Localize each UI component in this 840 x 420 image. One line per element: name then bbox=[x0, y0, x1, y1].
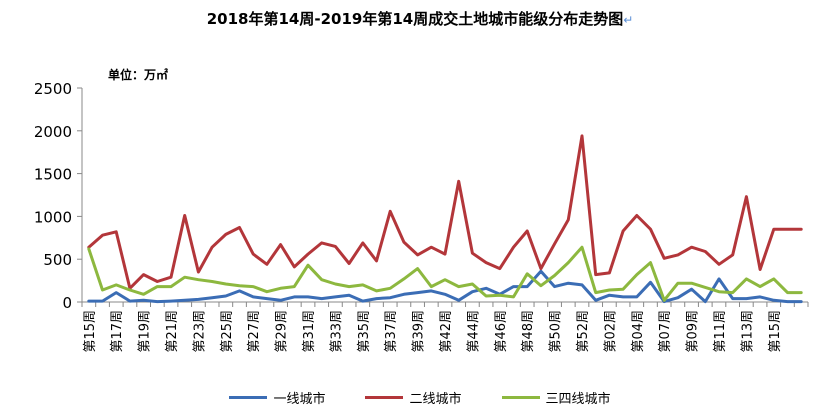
x-tick-label: 第33周 bbox=[329, 310, 344, 353]
x-tick-label: 第31周 bbox=[302, 310, 317, 353]
legend-label: 二线城市 bbox=[409, 392, 462, 407]
x-tick-label: 第52周 bbox=[576, 310, 591, 353]
legend-swatch bbox=[229, 396, 268, 399]
x-tick-label: 第35周 bbox=[357, 310, 372, 353]
y-tick-label: 2000 bbox=[34, 123, 72, 141]
y-tick-label: 2500 bbox=[34, 80, 72, 98]
series-line-3 bbox=[87, 245, 803, 302]
x-tick-label: 第15周 bbox=[768, 310, 783, 353]
x-tick-label: 第11周 bbox=[713, 310, 728, 353]
legend-item: 二线城市 bbox=[365, 388, 462, 407]
chart-title: 2018年第14周-2019年第14周成交土地城市能级分布走势图↵ bbox=[0, 8, 840, 29]
x-tick-label: 第07周 bbox=[658, 310, 673, 353]
x-tick-label: 第29周 bbox=[275, 310, 290, 353]
series-line-1 bbox=[87, 269, 803, 304]
unit-label: 单位：万㎡ bbox=[108, 68, 169, 82]
x-tick-label: 第09周 bbox=[686, 310, 701, 353]
y-tick-label: 1500 bbox=[34, 166, 72, 184]
x-tick-label: 第19周 bbox=[138, 310, 153, 353]
x-tick-label: 第23周 bbox=[192, 310, 207, 353]
y-tick-label: 500 bbox=[43, 251, 72, 269]
legend-item: 一线城市 bbox=[229, 388, 325, 407]
series-line-2 bbox=[87, 134, 803, 290]
legend-label: 一线城市 bbox=[273, 392, 326, 407]
x-tick-label: 第39周 bbox=[412, 310, 427, 353]
y-tick-label: 0 bbox=[62, 294, 72, 312]
x-tick-label: 第50周 bbox=[549, 310, 564, 353]
legend-swatch bbox=[501, 396, 540, 399]
legend: 一线城市 二线城市 三四线城市 bbox=[0, 388, 840, 407]
x-tick-label: 第27周 bbox=[247, 310, 262, 353]
x-tick-label: 第02周 bbox=[603, 310, 618, 353]
x-tick-label: 第42周 bbox=[439, 310, 454, 353]
legend-label: 三四线城市 bbox=[545, 392, 611, 407]
x-tick-label: 第37周 bbox=[384, 310, 399, 353]
x-tick-label: 第13周 bbox=[740, 310, 755, 353]
x-tick-label: 第46周 bbox=[494, 310, 509, 353]
x-tick-label: 第17周 bbox=[110, 310, 125, 353]
y-tick-label: 1000 bbox=[34, 208, 72, 226]
legend-item: 三四线城市 bbox=[501, 388, 611, 407]
x-tick-label: 第44周 bbox=[466, 310, 481, 353]
x-tick-label: 第04周 bbox=[631, 310, 646, 353]
legend-swatch bbox=[365, 396, 404, 399]
chart-title-text: 2018年第14周-2019年第14周成交土地城市能级分布走势图 bbox=[206, 10, 624, 28]
x-tick-label: 第21周 bbox=[165, 310, 180, 353]
x-tick-label: 第25周 bbox=[220, 310, 235, 353]
plot-area bbox=[87, 134, 803, 304]
return-mark-icon: ↵ bbox=[623, 13, 634, 27]
x-tick-label: 第15周 bbox=[83, 310, 98, 353]
x-tick-label: 第48周 bbox=[521, 310, 536, 353]
